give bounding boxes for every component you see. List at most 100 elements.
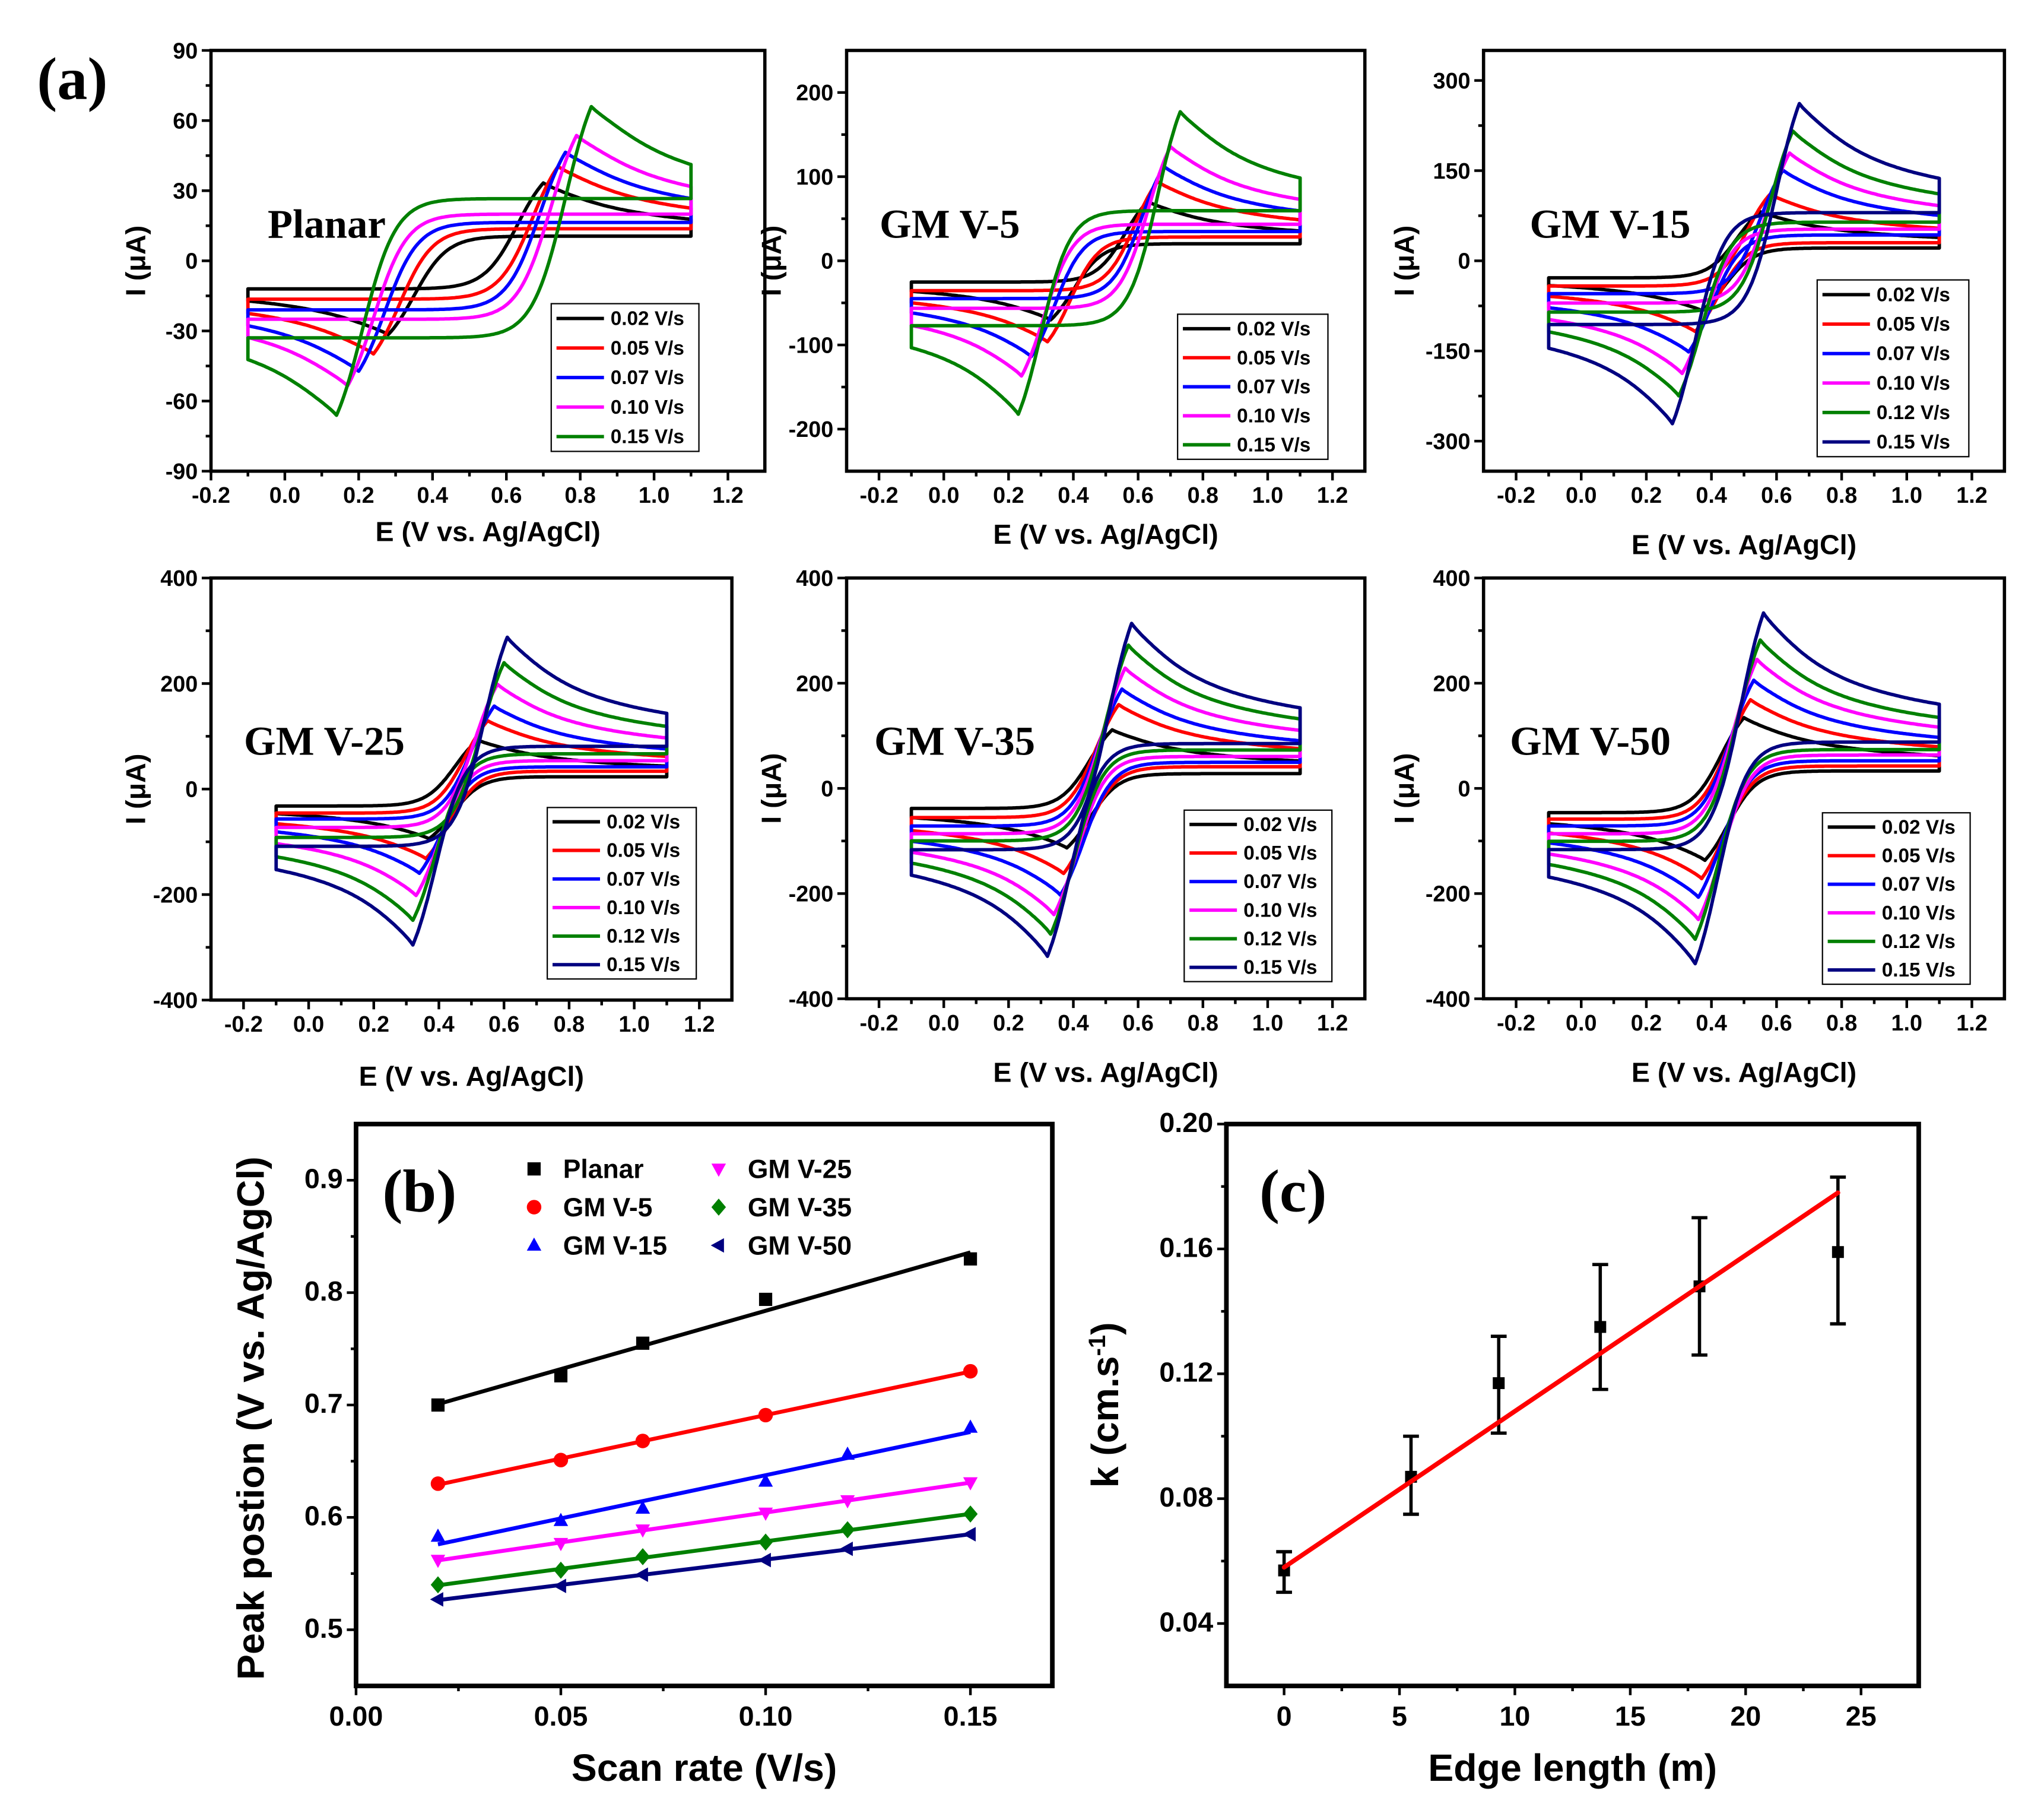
legend: 0.02 V/s 0.05 V/s 0.07 V/s 0.10 V/s 0.15 V/s (1177, 313, 1329, 460)
x-tick-label: 0.15 (944, 1701, 998, 1732)
data-point-triangle-down (553, 1537, 569, 1552)
panel-label-b: (b) (382, 1158, 456, 1225)
legend-label: GM V-15 (563, 1232, 667, 1261)
legend-label: 0.05 V/s (1877, 313, 1950, 335)
y-axis-title-main: k (cm.s (1084, 1356, 1126, 1488)
x-tick-label: 0.6 (1761, 483, 1792, 508)
panel-label-c: (c) (1259, 1158, 1326, 1225)
y-tick-label: -150 (1426, 340, 1471, 364)
peak-position-panel: 0.00 0.05 0.10 0.15 0.5 0.6 0.7 0.8 0.9 Planar GM … (229, 1121, 1055, 1789)
y-tick-label: 200 (160, 672, 198, 697)
y-tick-label: 150 (1433, 159, 1470, 184)
legend-label: 0.12 V/s (1877, 402, 1950, 424)
cv-curve-005 (909, 703, 1302, 876)
rate-constant-panel: 0 5 10 15 20 25 0.04 0.08 0.12 0.16 0.20 Edge lengt… (1084, 1107, 1921, 1789)
data-point-triangle-up (840, 1446, 855, 1460)
legend-label: 0.07 V/s (1243, 871, 1317, 893)
cv-curve-015 (274, 635, 669, 947)
legend-label: 0.07 V/s (1882, 874, 1956, 896)
y-tick-label: 200 (1433, 671, 1470, 696)
legend-label: 0.05 V/s (611, 337, 684, 359)
cv-panel-gm-v-5: -0.2 0.0 0.2 0.4 0.6 0.8 1.0 1.2 -200 -100 0 100 200… (756, 49, 1367, 550)
data-point-triangle-down (963, 1477, 978, 1491)
panel-title: GM V-15 (1529, 201, 1690, 246)
y-tick-label: -90 (166, 459, 198, 484)
x-tick-label: 0.0 (269, 483, 301, 508)
legend-box (546, 807, 697, 980)
cv-curve-005 (246, 164, 693, 356)
x-tick-label: 1.0 (618, 1012, 650, 1037)
data-point-triangle-up (526, 1237, 542, 1251)
data-point-triangle-up (635, 1500, 650, 1514)
y-axis-title: I (μA) (120, 226, 151, 296)
data-point-square (1594, 1321, 1607, 1333)
cv-curve-012 (1547, 638, 1941, 941)
cv-curve-010 (1547, 151, 1941, 376)
legend-label: 0.05 V/s (1243, 842, 1317, 864)
y-axis-title: Peak postion (V vs. Ag/AgCl) (229, 1156, 272, 1680)
cv-curve-010 (909, 145, 1302, 378)
y-tick-label: -60 (166, 389, 198, 414)
y-tick-label: 400 (1433, 566, 1470, 591)
cv-curve-010 (274, 682, 669, 898)
y-tick-label: 0.08 (1159, 1482, 1213, 1513)
data-point-triangle-left (634, 1567, 648, 1582)
legend-label: 0.12 V/s (607, 925, 680, 947)
y-tick-label: -100 (789, 333, 834, 358)
x-tick-label: 1.0 (1891, 1011, 1923, 1036)
legend-label: 0.02 V/s (1237, 318, 1310, 340)
x-tick-label: 0.2 (358, 1012, 390, 1037)
x-tick-label: 0.05 (534, 1701, 588, 1732)
x-tick-label: 0.4 (417, 483, 449, 508)
data-point-square (554, 1369, 568, 1383)
cv-curve-005 (274, 719, 669, 861)
x-tick-label: 0.8 (1826, 483, 1858, 508)
data-point-triangle-up (963, 1419, 978, 1433)
x-tick-label: 0.6 (1761, 1011, 1792, 1036)
cv-curve-010 (1547, 657, 1941, 921)
legend-label: GM V-50 (748, 1232, 852, 1261)
panel-title: GM V-5 (880, 201, 1020, 246)
cv-curve-007 (1547, 678, 1941, 899)
data-point-triangle-up (553, 1513, 569, 1526)
legend-box (1183, 809, 1333, 982)
x-tick-label: 0.2 (1631, 483, 1662, 508)
legend-label: Planar (563, 1155, 644, 1184)
fit-line (437, 1430, 971, 1546)
x-tick-label: -0.2 (1497, 1011, 1535, 1036)
legend-label: 0.15 V/s (1237, 434, 1310, 456)
cv-panel-gm-v-25: -0.2 0.0 0.2 0.4 0.6 0.8 1.0 1.2 -400 -200 0 200 400… (120, 566, 734, 1092)
x-tick-label: 0.0 (928, 1011, 960, 1036)
x-tick-label: 0.8 (1188, 1011, 1219, 1036)
legend-label: GM V-25 (748, 1155, 852, 1184)
data-point-circle (758, 1407, 773, 1423)
cv-curve-002 (246, 181, 693, 337)
cv-curve-015 (246, 104, 693, 417)
x-tick-label: 10 (1499, 1701, 1530, 1732)
legend-label: 0.07 V/s (607, 868, 680, 890)
y-tick-label: 60 (173, 109, 198, 134)
data-point-circle (635, 1434, 650, 1448)
cv-curve-002 (274, 738, 669, 841)
x-axis-title: E (V vs. Ag/AgCl) (359, 1061, 584, 1092)
plot-frame (354, 1121, 1055, 1689)
x-tick-label: 1.0 (1252, 483, 1284, 508)
legend-label: 0.07 V/s (1877, 343, 1950, 365)
x-tick-label: 0.8 (564, 483, 596, 508)
y-tick-label: 0 (821, 249, 833, 274)
cv-curve-012 (1547, 129, 1941, 398)
y-tick-label: 0.20 (1159, 1107, 1213, 1138)
legend-label: 0.10 V/s (1237, 405, 1310, 427)
data-point-triangle-left (839, 1541, 853, 1556)
legend-label: 0.15 V/s (1882, 959, 1956, 981)
cv-curve-012 (274, 661, 669, 922)
y-tick-label: 100 (796, 165, 833, 190)
cv-curve-015 (909, 110, 1302, 416)
y-axis-title-suffix: ) (1084, 1322, 1126, 1334)
data-point-diamond (758, 1533, 773, 1551)
data-point-square (1493, 1377, 1505, 1390)
legend-label: 0.05 V/s (1237, 347, 1310, 369)
data-point-triangle-left (757, 1552, 771, 1568)
x-axis-title: E (V vs. Ag/AgCl) (1632, 529, 1856, 560)
fit-line (1281, 1190, 1840, 1570)
